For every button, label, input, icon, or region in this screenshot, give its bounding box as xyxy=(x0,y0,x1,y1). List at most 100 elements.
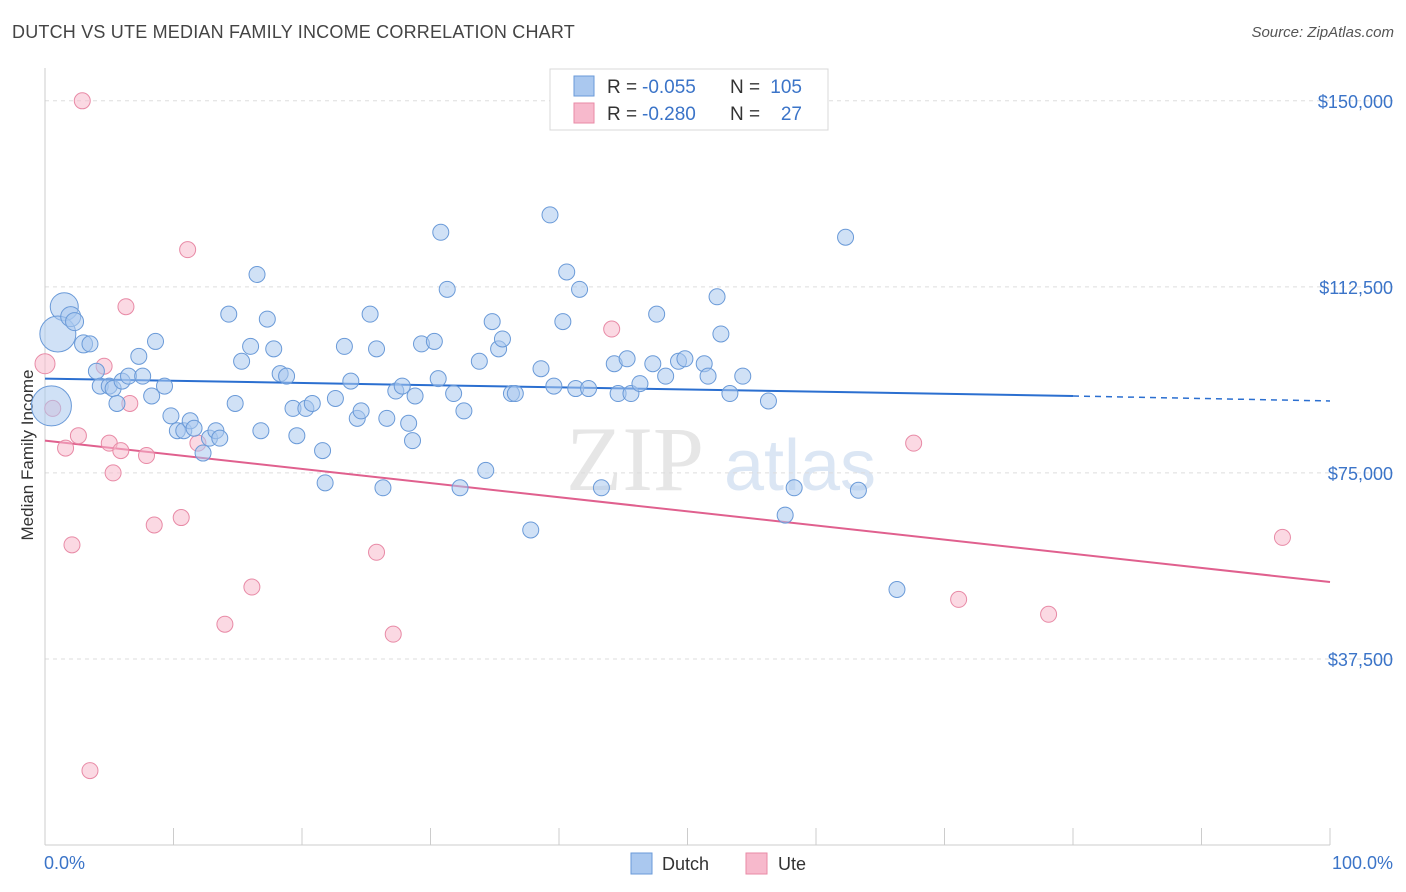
dutch-point xyxy=(374,479,392,497)
dutch-point xyxy=(368,340,386,358)
dutch-point xyxy=(316,474,334,492)
dutch-point xyxy=(734,367,752,385)
ute-point xyxy=(179,241,197,259)
chart-title: DUTCH VS UTE MEDIAN FAMILY INCOME CORREL… xyxy=(12,22,575,42)
ute-point xyxy=(34,353,56,375)
ute-point xyxy=(243,578,261,596)
legend-swatch-ute xyxy=(573,102,595,124)
ute-point xyxy=(117,298,135,316)
watermark-zip: ZIP xyxy=(566,408,704,510)
ute-point xyxy=(905,434,923,452)
dutch-point xyxy=(303,394,321,412)
ute-point xyxy=(384,625,402,643)
dutch-point xyxy=(30,385,72,427)
dutch-point xyxy=(455,402,473,420)
dutch-point xyxy=(676,350,694,368)
dutch-point xyxy=(837,228,855,246)
dutch-point xyxy=(211,429,229,447)
dutch-point xyxy=(265,340,283,358)
y-tick-label: $37,500 xyxy=(1328,650,1393,670)
dutch-point xyxy=(400,414,418,432)
ute-point xyxy=(1040,605,1058,623)
dutch-point xyxy=(506,385,524,403)
dutch-point xyxy=(438,280,456,298)
dutch-point xyxy=(425,332,443,350)
dutch-point xyxy=(65,312,85,332)
dutch-point xyxy=(233,352,251,370)
dutch-point xyxy=(776,506,794,524)
ute-point xyxy=(57,439,75,457)
legend-r-label-dutch: R = xyxy=(607,77,637,98)
x-tick-labels: 0.0% 100.0% xyxy=(44,853,1393,873)
ute-point xyxy=(112,442,130,460)
source-label: Source: ZipAtlas.com xyxy=(1251,24,1394,41)
ute-point xyxy=(104,464,122,482)
dutch-point xyxy=(326,389,344,407)
dutch-point xyxy=(429,370,447,388)
dutch-point xyxy=(162,407,180,425)
ute-point xyxy=(69,427,87,445)
ute-point xyxy=(1273,528,1291,546)
bottom-legend-dutch: Dutch xyxy=(662,854,709,874)
dutch-point xyxy=(342,372,360,390)
dutch-point xyxy=(571,280,589,298)
series-legend: Dutch Ute xyxy=(630,852,806,875)
legend-r-value-ute: -0.280 xyxy=(642,104,696,125)
dutch-point xyxy=(87,362,105,380)
dutch-point xyxy=(226,394,244,412)
dutch-point xyxy=(81,335,99,353)
ute-point xyxy=(603,320,621,338)
dutch-point xyxy=(278,367,296,385)
dutch-point xyxy=(558,263,576,281)
ute-point xyxy=(950,590,968,608)
legend-n-value-ute: 27 xyxy=(781,104,802,125)
dutch-point xyxy=(288,427,306,445)
dutch-point xyxy=(785,479,803,497)
ute-trend-line xyxy=(44,439,1331,584)
dutch-point xyxy=(483,313,501,331)
ute-point xyxy=(81,762,99,780)
dutch-point xyxy=(156,377,174,395)
dutch-point xyxy=(147,332,165,350)
stats-legend: R = -0.055 N = 105 R = -0.280 N = 27 xyxy=(549,68,829,131)
dutch-point xyxy=(393,377,411,395)
dutch-point xyxy=(644,355,662,373)
dutch-point xyxy=(404,432,422,450)
legend-n-value-dutch: 105 xyxy=(770,77,802,98)
dutch-point xyxy=(120,367,138,385)
legend-swatch-dutch xyxy=(573,75,595,97)
dutch-point xyxy=(712,325,730,343)
dutch-point xyxy=(220,305,238,323)
dutch-point xyxy=(657,367,675,385)
x-tick-label: 0.0% xyxy=(44,853,85,873)
dutch-point xyxy=(258,310,276,328)
dutch-point xyxy=(185,419,203,437)
dutch-point xyxy=(451,479,469,497)
y-tick-label: $150,000 xyxy=(1318,92,1393,112)
legend-box xyxy=(549,68,829,131)
dutch-point xyxy=(759,392,777,410)
dutch-point xyxy=(631,375,649,393)
dutch-point xyxy=(445,385,463,403)
ute-point xyxy=(172,509,190,527)
gridlines xyxy=(45,100,1395,660)
dutch-point xyxy=(378,409,396,427)
legend-r-label-ute: R = xyxy=(607,104,637,125)
dutch-point xyxy=(888,580,906,598)
legend-n-label-ute: N = xyxy=(730,104,760,125)
y-tick-label: $75,000 xyxy=(1328,464,1393,484)
ute-point xyxy=(216,615,234,633)
dutch-point xyxy=(554,313,572,331)
dutch-point xyxy=(335,337,353,355)
dutch-point xyxy=(130,347,148,365)
bottom-legend-swatch-ute xyxy=(745,852,768,875)
ute-point xyxy=(73,92,91,110)
dutch-point xyxy=(194,444,212,462)
dutch-point xyxy=(541,206,559,224)
dutch-point xyxy=(248,265,266,283)
dutch-point xyxy=(432,223,450,241)
dutch-point xyxy=(648,305,666,323)
dutch-point xyxy=(252,422,270,440)
dutch-point xyxy=(580,380,598,398)
